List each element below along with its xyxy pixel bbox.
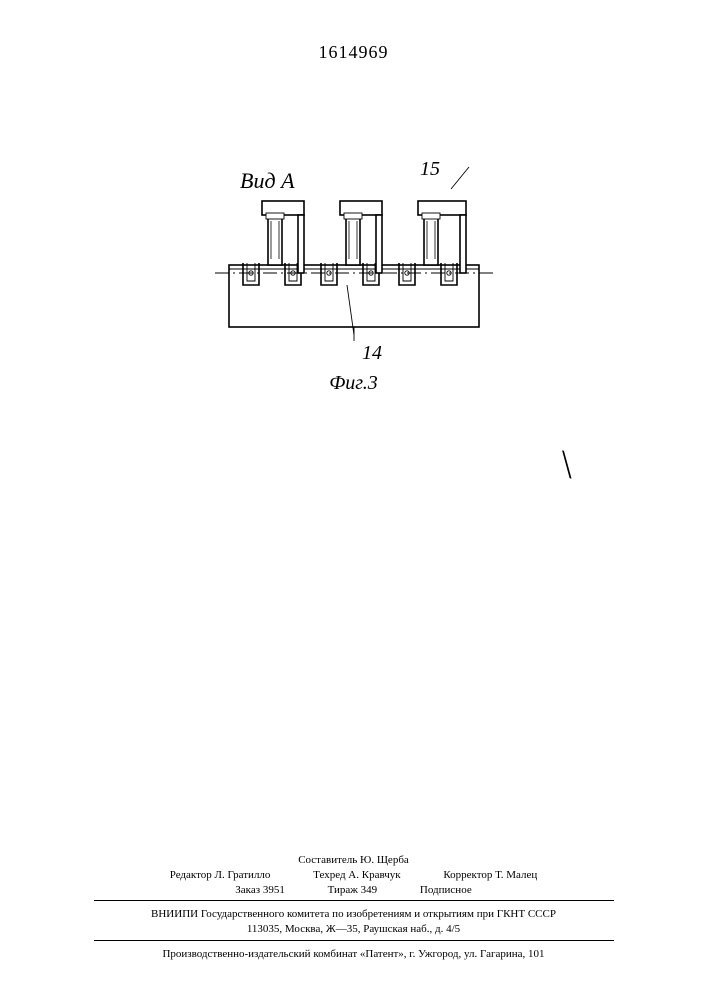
techred: Техред А. Кравчук [313,868,400,883]
figure-area [0,145,707,355]
subscription: Подписное [420,883,472,898]
corrector: Корректор Т. Малец [443,868,537,883]
callout-14: 14 [362,342,382,365]
figure-caption: Фиг.3 [0,372,707,395]
order-no: Заказ 3951 [235,883,285,898]
divider-bottom [94,940,614,941]
org-line-2: 113035, Москва, Ж—35, Раушская наб., д. … [247,922,460,937]
printer-line: Производственно-издательский комбинат «П… [162,947,544,962]
document-number: 1614969 [0,42,707,63]
org-line-1: ВНИИПИ Государственного комитета по изоб… [151,907,556,922]
editor: Редактор Л. Гратилло [170,868,271,883]
colophon: Составитель Ю. Щерба Редактор Л. Гратилл… [0,853,707,962]
technical-diagram [189,145,519,355]
divider-top [94,900,614,901]
compiler: Составитель Ю. Щерба [298,853,409,868]
circulation: Тираж 349 [328,883,378,898]
stray-mark: ╲ [557,451,575,479]
